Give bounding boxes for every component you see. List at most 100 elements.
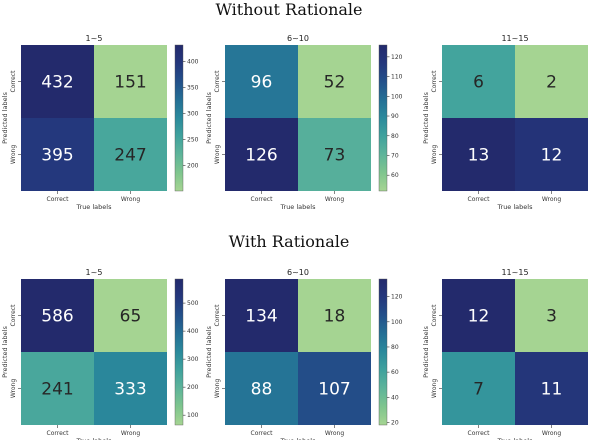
heatmap-cell-value: 2 bbox=[546, 73, 557, 93]
heatmap-cell-value: 3 bbox=[546, 307, 557, 327]
colorbar-tick-label: 400 bbox=[187, 59, 199, 66]
y-axis-label: Predicted labels bbox=[205, 92, 213, 144]
colorbar-tick-label: 300 bbox=[187, 356, 199, 363]
x-tick-label: Wrong bbox=[325, 430, 344, 437]
heatmap-cell-value: 432 bbox=[41, 73, 73, 93]
section-title-without-rationale: Without Rationale bbox=[215, 0, 362, 19]
heatmap-cell bbox=[21, 352, 94, 425]
x-axis-label: True labels bbox=[76, 437, 113, 440]
x-axis-label: True labels bbox=[280, 203, 317, 211]
heatmap-cell bbox=[442, 279, 515, 352]
heatmap-cell bbox=[298, 45, 371, 118]
x-tick-label: Wrong bbox=[121, 196, 140, 203]
heatmap-cell-value: 134 bbox=[245, 307, 277, 327]
colorbar bbox=[378, 278, 388, 426]
heatmap-cell-value: 88 bbox=[251, 380, 273, 400]
x-tick-label: Correct bbox=[47, 196, 70, 203]
colorbar-tick-label: 200 bbox=[187, 384, 199, 391]
heatmap-cell bbox=[225, 279, 298, 352]
colorbar bbox=[174, 44, 184, 192]
heatmap-cell bbox=[94, 118, 167, 191]
heatmap-title: 1~5 bbox=[86, 34, 103, 43]
heatmap-cell bbox=[225, 352, 298, 425]
colorbar-tick-label: 60 bbox=[391, 172, 399, 179]
colorbar-tick-label: 70 bbox=[391, 152, 399, 159]
heatmap-cell bbox=[515, 352, 588, 425]
heatmap-cell-value: 65 bbox=[120, 307, 142, 327]
section-title-with-rationale: With Rationale bbox=[229, 232, 350, 251]
heatmap-cell-value: 11 bbox=[541, 380, 563, 400]
heatmap-cell bbox=[515, 279, 588, 352]
y-axis-label: Predicted labels bbox=[1, 326, 9, 378]
y-tick-label: Wrong bbox=[10, 145, 17, 164]
heatmap-cell-value: 6 bbox=[473, 73, 484, 93]
x-tick-label: Correct bbox=[47, 430, 70, 437]
heatmap-cell-value: 96 bbox=[251, 73, 273, 93]
y-tick-label: Wrong bbox=[214, 145, 221, 164]
x-tick-label: Correct bbox=[251, 196, 274, 203]
x-tick-label: Wrong bbox=[325, 196, 344, 203]
y-tick-label: Correct bbox=[431, 304, 438, 327]
heatmap-cell bbox=[298, 352, 371, 425]
heatmap-cell bbox=[94, 352, 167, 425]
y-axis-label: Predicted labels bbox=[422, 326, 430, 378]
x-axis-label: True labels bbox=[76, 203, 113, 211]
heatmap-cell bbox=[298, 118, 371, 191]
colorbar-tick-label: 80 bbox=[391, 133, 399, 140]
heatmap-panel: 11~15 6 2 13 12 Correct Wrong Correct Wrong True … bbox=[422, 34, 588, 211]
heatmap-cell bbox=[225, 118, 298, 191]
colorbar-tick-label: 40 bbox=[391, 394, 399, 401]
heatmap-cell-value: 586 bbox=[41, 307, 73, 327]
heatmap-cell bbox=[442, 45, 515, 118]
colorbar-tick-label: 100 bbox=[391, 319, 403, 326]
heatmap-cell-value: 151 bbox=[114, 73, 146, 93]
colorbar bbox=[378, 44, 388, 192]
heatmap-panel: 1~5 432 151 395 247 Correct Wrong Correct Wrong T… bbox=[1, 34, 199, 211]
heatmap-cell bbox=[21, 45, 94, 118]
heatmap-cell bbox=[225, 45, 298, 118]
heatmap-panels: 1~5 432 151 395 247 Correct Wrong Correct Wrong T… bbox=[1, 34, 588, 440]
heatmap-panel: 6~10 134 18 88 107 Correct Wrong Correct Wrong Tr… bbox=[205, 268, 403, 440]
heatmap-cell bbox=[515, 45, 588, 118]
y-tick-label: Correct bbox=[214, 70, 221, 93]
colorbar-tick-label: 500 bbox=[187, 300, 199, 307]
y-axis-label: Predicted labels bbox=[422, 92, 430, 144]
heatmap-cell-value: 241 bbox=[41, 380, 73, 400]
colorbar-tick-label: 20 bbox=[391, 419, 399, 426]
colorbar-tick-label: 110 bbox=[391, 74, 403, 81]
heatmap-cell-value: 12 bbox=[541, 146, 563, 166]
x-tick-label: Correct bbox=[251, 430, 274, 437]
colorbar-tick-label: 350 bbox=[187, 85, 199, 92]
colorbar-tick-label: 90 bbox=[391, 113, 399, 120]
y-tick-label: Wrong bbox=[431, 379, 438, 398]
colorbar-tick-label: 400 bbox=[187, 328, 199, 335]
heatmap-cell-value: 247 bbox=[114, 146, 146, 166]
heatmap-cell bbox=[442, 352, 515, 425]
colorbar-tick-label: 100 bbox=[391, 93, 403, 100]
heatmap-cell bbox=[94, 279, 167, 352]
colorbar-tick-label: 300 bbox=[187, 111, 199, 118]
heatmap-title: 6~10 bbox=[287, 34, 309, 43]
heatmap-cell-value: 13 bbox=[468, 146, 490, 166]
heatmap-title: 6~10 bbox=[287, 268, 309, 277]
colorbar-tick-label: 100 bbox=[187, 412, 199, 419]
y-tick-label: Wrong bbox=[10, 379, 17, 398]
y-tick-label: Wrong bbox=[431, 145, 438, 164]
heatmap-panel: 6~10 96 52 126 73 Correct Wrong Correct Wrong Tru… bbox=[205, 34, 403, 211]
y-axis-label: Predicted labels bbox=[205, 326, 213, 378]
heatmap-cell bbox=[21, 118, 94, 191]
colorbar-tick-label: 60 bbox=[391, 369, 399, 376]
heatmap-title: 1~5 bbox=[86, 268, 103, 277]
colorbar-tick-label: 120 bbox=[391, 54, 403, 61]
heatmap-panel: 1~5 586 65 241 333 Correct Wrong Correct Wrong Tr… bbox=[1, 268, 199, 440]
colorbar-tick-label: 120 bbox=[391, 294, 403, 301]
x-axis-label: True labels bbox=[497, 437, 534, 440]
heatmap-cell-value: 395 bbox=[41, 146, 73, 166]
heatmap-cell-value: 107 bbox=[318, 380, 350, 400]
x-tick-label: Wrong bbox=[542, 430, 561, 437]
heatmap-cell bbox=[94, 45, 167, 118]
heatmap-cell bbox=[298, 279, 371, 352]
heatmap-cell-value: 73 bbox=[324, 146, 346, 166]
x-tick-label: Correct bbox=[468, 430, 491, 437]
